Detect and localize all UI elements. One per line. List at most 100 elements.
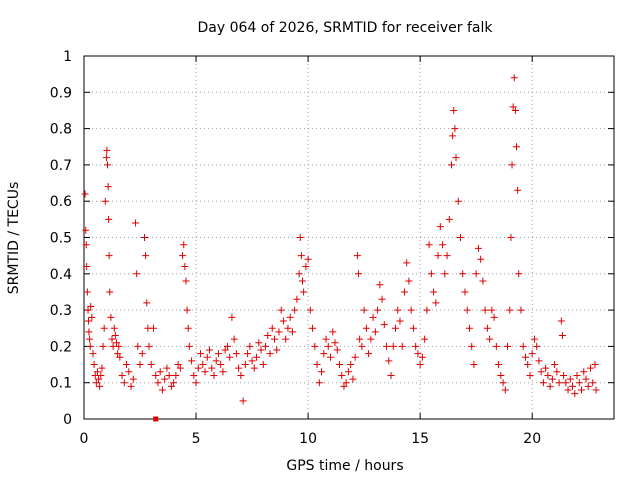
data-point [389, 342, 397, 350]
data-point [98, 364, 106, 372]
data-point [116, 353, 124, 361]
data-point [214, 350, 222, 358]
data-point [110, 324, 118, 332]
data-point [331, 339, 339, 347]
data-point [557, 317, 565, 325]
data-point [264, 332, 272, 340]
data-point [324, 342, 332, 350]
data-point [398, 342, 406, 350]
data-point [190, 371, 198, 379]
data-point [104, 161, 112, 169]
y-tick-label: 0.5 [50, 231, 72, 247]
data-point [223, 342, 231, 350]
data-point [147, 361, 155, 369]
x-axis-ticks: 0 5 10 15 20 [80, 56, 541, 447]
data-point [353, 252, 361, 260]
y-axis-label: SRMTID / TECUs [6, 182, 22, 295]
data-point [313, 361, 321, 369]
outlier-marker [153, 416, 159, 422]
data-point [450, 106, 458, 114]
data-point [338, 371, 346, 379]
data-point [507, 234, 515, 241]
data-point [87, 302, 95, 310]
data-point [495, 361, 503, 369]
data-point [182, 277, 190, 285]
data-point [569, 382, 577, 390]
data-point [86, 335, 94, 343]
data-point [255, 339, 263, 347]
data-point [423, 306, 431, 314]
data-point [188, 357, 196, 365]
data-point [492, 342, 500, 350]
data-point [322, 335, 330, 343]
data-point [165, 371, 173, 379]
data-point [355, 270, 363, 278]
data-point [483, 324, 491, 332]
data-point [210, 371, 218, 379]
data-point [580, 368, 588, 376]
data-point [183, 306, 191, 314]
data-point [102, 154, 110, 162]
data-point [84, 306, 92, 314]
data-point [499, 379, 507, 387]
data-point [132, 219, 140, 227]
data-point [490, 313, 498, 321]
data-point [362, 324, 370, 332]
data-point [295, 270, 303, 278]
data-point [539, 379, 547, 387]
y-tick-label: 0.4 [50, 267, 72, 283]
data-point [250, 364, 258, 372]
data-point [136, 361, 144, 369]
data-point [371, 328, 379, 336]
data-point [134, 342, 142, 350]
data-point [586, 364, 594, 372]
data-point [228, 313, 236, 321]
data-point [145, 342, 153, 350]
data-point [356, 335, 364, 343]
data-point [575, 379, 583, 387]
x-tick-label: 5 [192, 431, 201, 447]
data-point [306, 306, 314, 314]
data-point [562, 379, 570, 387]
data-point [184, 324, 192, 332]
data-point [129, 375, 137, 383]
data-point [259, 361, 267, 369]
data-point [558, 332, 566, 340]
data-point [358, 342, 366, 350]
data-point [537, 368, 545, 376]
data-point [197, 350, 205, 358]
data-point [544, 371, 552, 379]
data-point [232, 350, 240, 358]
data-point [530, 335, 538, 343]
data-point [194, 364, 202, 372]
y-tick-label: 0.3 [50, 303, 72, 319]
data-point [81, 190, 89, 198]
y-tick-label: 0.9 [50, 85, 72, 101]
data-point [351, 353, 359, 361]
data-point [445, 215, 453, 223]
data-point [176, 364, 184, 372]
data-point [553, 368, 561, 376]
data-point [97, 371, 105, 379]
data-point [548, 375, 556, 383]
data-point [125, 368, 133, 376]
data-point [201, 368, 209, 376]
data-point [170, 379, 178, 387]
data-point [508, 161, 516, 169]
data-point [221, 346, 229, 354]
x-axis-label: GPS time / hours [286, 458, 403, 474]
data-point [488, 306, 496, 314]
data-point [101, 197, 109, 205]
data-point [571, 390, 579, 398]
data-point [219, 368, 227, 376]
y-tick-label: 0.1 [50, 376, 72, 392]
data-point [203, 353, 211, 361]
y-tick-label: 0.8 [50, 122, 72, 138]
data-point [105, 215, 113, 223]
y-tick-label: 0.6 [50, 194, 72, 210]
grid [84, 56, 614, 419]
data-point [425, 241, 433, 249]
data-point [414, 350, 422, 358]
data-point [400, 288, 408, 296]
data-point [452, 154, 460, 162]
